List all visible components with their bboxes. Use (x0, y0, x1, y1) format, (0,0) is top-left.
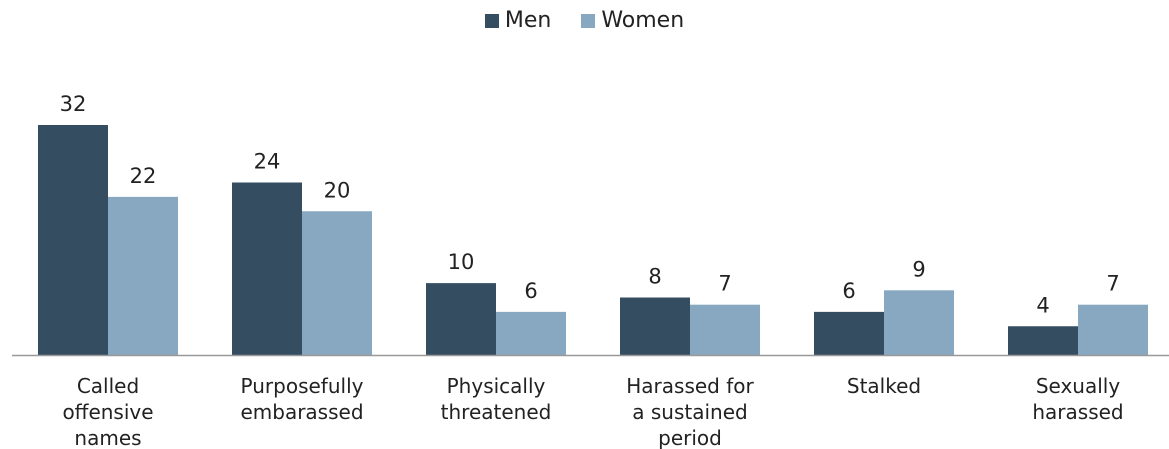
data-label-men-harassed-for-a-sustained-period: 8 (648, 265, 661, 289)
bar-women-called-offensive-names (108, 196, 178, 355)
data-label-women-harassed-for-a-sustained-period: 7 (718, 272, 731, 296)
category-label-harassed-for-a-sustained-period: Harassed for (626, 374, 754, 398)
bar-men-physically-threatened (426, 283, 496, 355)
category-label-harassed-for-a-sustained-period-3: period (658, 426, 722, 449)
bar-women-physically-threatened (496, 311, 566, 355)
bar-men-stalked (814, 311, 884, 355)
legend-label-women: Women (601, 8, 685, 33)
bar-women-stalked (884, 290, 954, 355)
category-label-harassed-for-a-sustained-period-2: a sustained (632, 400, 747, 424)
legend-swatch-men (484, 13, 499, 28)
category-label-physically-threatened: Physically (447, 374, 546, 398)
data-label-men-called-offensive-names: 32 (60, 92, 87, 116)
category-label-physically-threatened-2: threatened (441, 400, 552, 424)
data-label-men-physically-threatened: 10 (448, 250, 475, 274)
bar-women-purposefully-embarassed (302, 211, 372, 355)
category-label-sexually-harassed-2: harassed (1032, 400, 1123, 424)
category-label-called-offensive-names: Called (77, 374, 139, 398)
bar-women-harassed-for-a-sustained-period (690, 304, 760, 355)
data-label-women-physically-threatened: 6 (524, 279, 537, 303)
category-label-called-offensive-names-2: offensive (62, 400, 153, 424)
data-label-men-stalked: 6 (842, 279, 855, 303)
bar-men-sexually-harassed (1008, 326, 1078, 355)
legend: Men Women (0, 8, 1169, 33)
data-label-men-sexually-harassed: 4 (1036, 293, 1049, 317)
data-label-women-stalked: 9 (912, 257, 925, 281)
data-label-women-purposefully-embarassed: 20 (324, 178, 351, 202)
legend-item-women: Women (581, 8, 684, 33)
bar-women-sexually-harassed (1078, 304, 1148, 355)
data-label-men-purposefully-embarassed: 24 (254, 150, 281, 174)
category-label-purposefully-embarassed-2: embarassed (240, 400, 363, 424)
data-label-women-sexually-harassed: 7 (1106, 272, 1119, 296)
data-label-women-called-offensive-names: 22 (130, 164, 157, 188)
legend-item-men: Men (484, 8, 552, 33)
legend-swatch-women (581, 13, 596, 28)
category-label-sexually-harassed: Sexually (1036, 374, 1121, 398)
category-label-stalked: Stalked (847, 374, 921, 398)
category-label-purposefully-embarassed: Purposefully (241, 374, 364, 398)
category-label-called-offensive-names-3: names (74, 426, 141, 449)
bar-men-harassed-for-a-sustained-period (620, 297, 690, 355)
bar-men-called-offensive-names (38, 125, 108, 355)
legend-label-men: Men (504, 8, 552, 33)
bar-men-purposefully-embarassed (232, 182, 302, 355)
